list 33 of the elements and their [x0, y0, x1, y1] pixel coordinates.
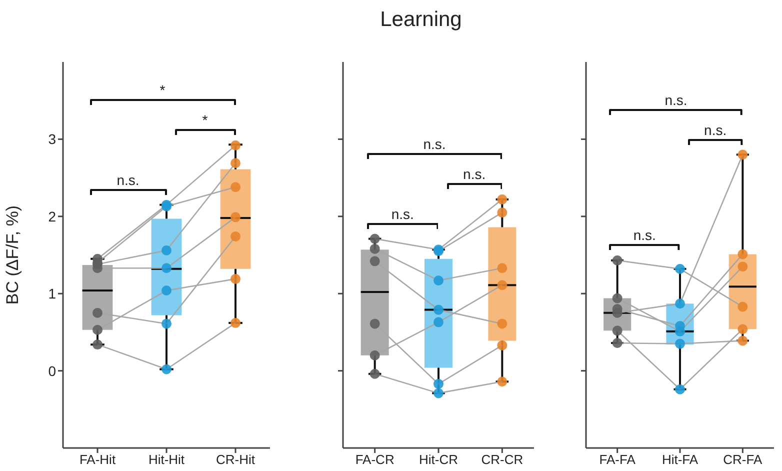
- x-tick-label: FA-Hit: [79, 452, 116, 468]
- annotation: n.s.: [116, 172, 140, 188]
- y-tick-label: 2: [48, 208, 56, 224]
- annotation: n.s.: [633, 227, 656, 244]
- significance-bracket: n.s.: [609, 90, 743, 115]
- chart-title: Learning: [379, 8, 463, 32]
- annotation: n.s.: [704, 122, 727, 138]
- x-tick-label: FA-FA: [599, 452, 636, 468]
- x-tick-label: Hit-FA: [662, 452, 698, 468]
- y-tick-label: 0: [48, 362, 56, 379]
- significance-bracket: n.s.: [90, 170, 166, 195]
- annotation: *: [202, 112, 208, 128]
- annotation: *: [160, 82, 166, 98]
- y-tick-label: 3: [48, 131, 56, 148]
- significance-bracket: n.s.: [688, 120, 743, 145]
- y-axis-title: BC (ΔF/F, %): [3, 205, 22, 305]
- x-tick-label: CR-CR: [481, 452, 524, 468]
- x-tick-label: Hit-CR: [419, 452, 458, 468]
- annotation: n.s.: [423, 136, 446, 152]
- significance-bracket: *: [90, 80, 236, 105]
- annotation: n.s.: [664, 92, 688, 108]
- x-tick-label: CR-Hit: [216, 452, 256, 468]
- x-tick-label: Hit-Hit: [148, 452, 185, 468]
- annotation: n.s.: [463, 166, 486, 182]
- x-tick-label: CR-FA: [723, 452, 762, 468]
- significance-bracket: n.s.: [446, 165, 502, 190]
- annotation: n.s.: [391, 206, 414, 222]
- significance-bracket: n.s.: [366, 204, 438, 229]
- significance-bracket: n.s.: [366, 135, 502, 160]
- significance-bracket: *: [174, 110, 236, 135]
- y-tick-label: 1: [48, 286, 56, 302]
- significance-bracket: n.s.: [609, 226, 680, 250]
- x-tick-label: FA-CR: [355, 452, 394, 468]
